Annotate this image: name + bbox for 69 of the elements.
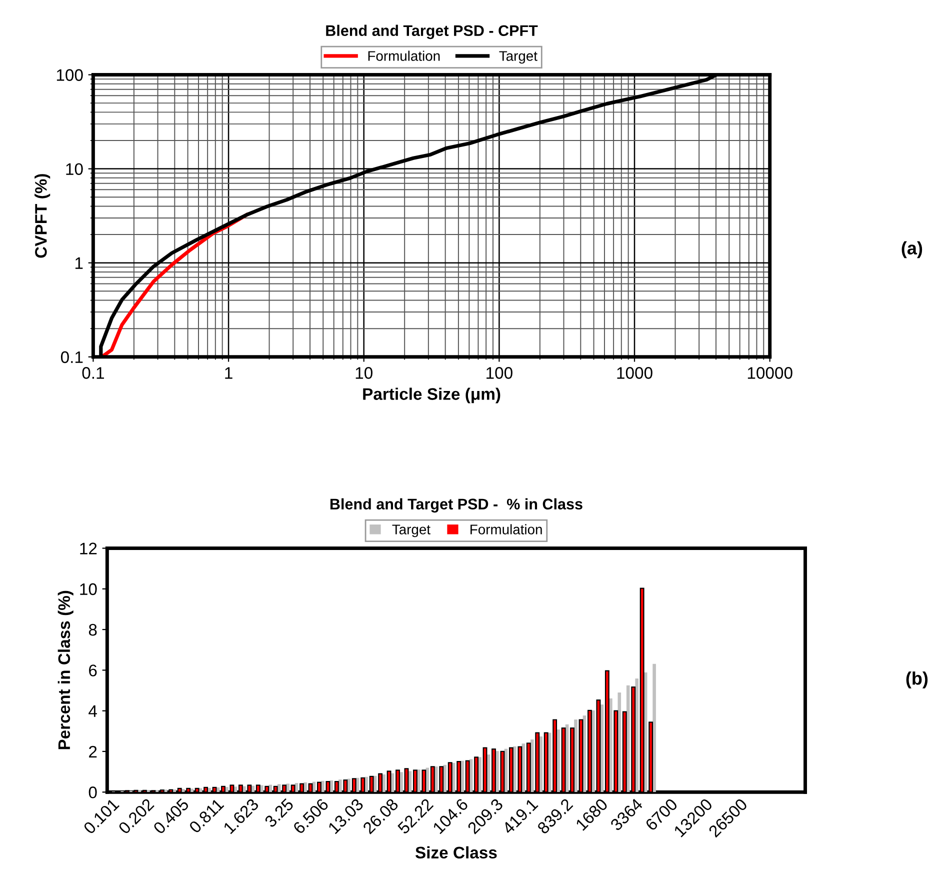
bar (181, 789, 185, 792)
chart-title: Blend and Target PSD - CPFT (326, 24, 538, 40)
bar (443, 764, 447, 792)
y-axis-title: Percent in Class (%) (58, 590, 74, 750)
y-tick-label: 100 (56, 69, 83, 81)
bar (312, 782, 316, 792)
bar (390, 773, 394, 792)
y-tick-label: 10 (66, 163, 83, 176)
bar (452, 762, 456, 792)
bar (164, 790, 168, 792)
legend-label: Target (499, 51, 538, 64)
legend-label: Formulation (470, 524, 542, 534)
x-axis-title: Particle Size (μm) (363, 388, 500, 404)
bar (635, 678, 638, 792)
text: (b) (906, 672, 928, 688)
y-tick-label: 12 (80, 542, 97, 554)
bar (347, 778, 351, 792)
bar (382, 774, 386, 792)
bar (460, 760, 464, 792)
x-tick-label: 10000 (748, 367, 792, 379)
bar (530, 739, 534, 792)
y-tick-label: 0.1 (60, 351, 83, 364)
bar (225, 787, 228, 792)
bar (338, 780, 342, 792)
chart-title: Blend and Target PSD - % in Class (330, 498, 582, 513)
bar (574, 720, 578, 792)
bar (626, 685, 630, 792)
bar (234, 786, 238, 792)
x-axis-title: Size Class (415, 846, 497, 859)
y-tick-label: 1 (75, 257, 83, 269)
bar (618, 692, 622, 792)
bar (190, 788, 194, 792)
bar (600, 704, 604, 792)
x-tick-label: 1000 (617, 367, 652, 379)
y-axis-title: CVPFT (%) (34, 174, 50, 258)
bar (582, 715, 586, 792)
legend-label: Formulation (368, 50, 440, 61)
bar (408, 771, 412, 792)
y-tick-label: 8 (88, 624, 97, 636)
bar (434, 766, 438, 792)
bar (652, 664, 656, 792)
bar (556, 730, 560, 792)
bar (522, 744, 526, 792)
legend-label: Target (392, 524, 430, 538)
y-tick-label: 10 (80, 583, 97, 596)
bar (417, 770, 420, 792)
bar (609, 698, 612, 792)
y-tick-label: 4 (88, 705, 97, 717)
bar (592, 710, 595, 792)
bar (242, 786, 246, 792)
bar (504, 748, 508, 792)
bar (513, 746, 516, 792)
y-tick-label: 0 (88, 786, 97, 798)
bar (539, 736, 543, 792)
bar (426, 768, 430, 792)
bar (260, 785, 264, 792)
bar (478, 757, 482, 792)
x-tick-label: 10 (356, 367, 372, 379)
y-tick-label: 6 (89, 664, 97, 676)
bar (486, 754, 490, 792)
y-tick-label: 2 (89, 746, 97, 758)
bar (321, 780, 324, 792)
bar (400, 772, 403, 792)
bar (286, 784, 290, 792)
bar (364, 776, 368, 792)
bar (496, 751, 499, 792)
x-tick-label: 1 (225, 367, 232, 379)
text: (a) (902, 241, 922, 258)
x-tick-label: 100 (486, 367, 512, 379)
